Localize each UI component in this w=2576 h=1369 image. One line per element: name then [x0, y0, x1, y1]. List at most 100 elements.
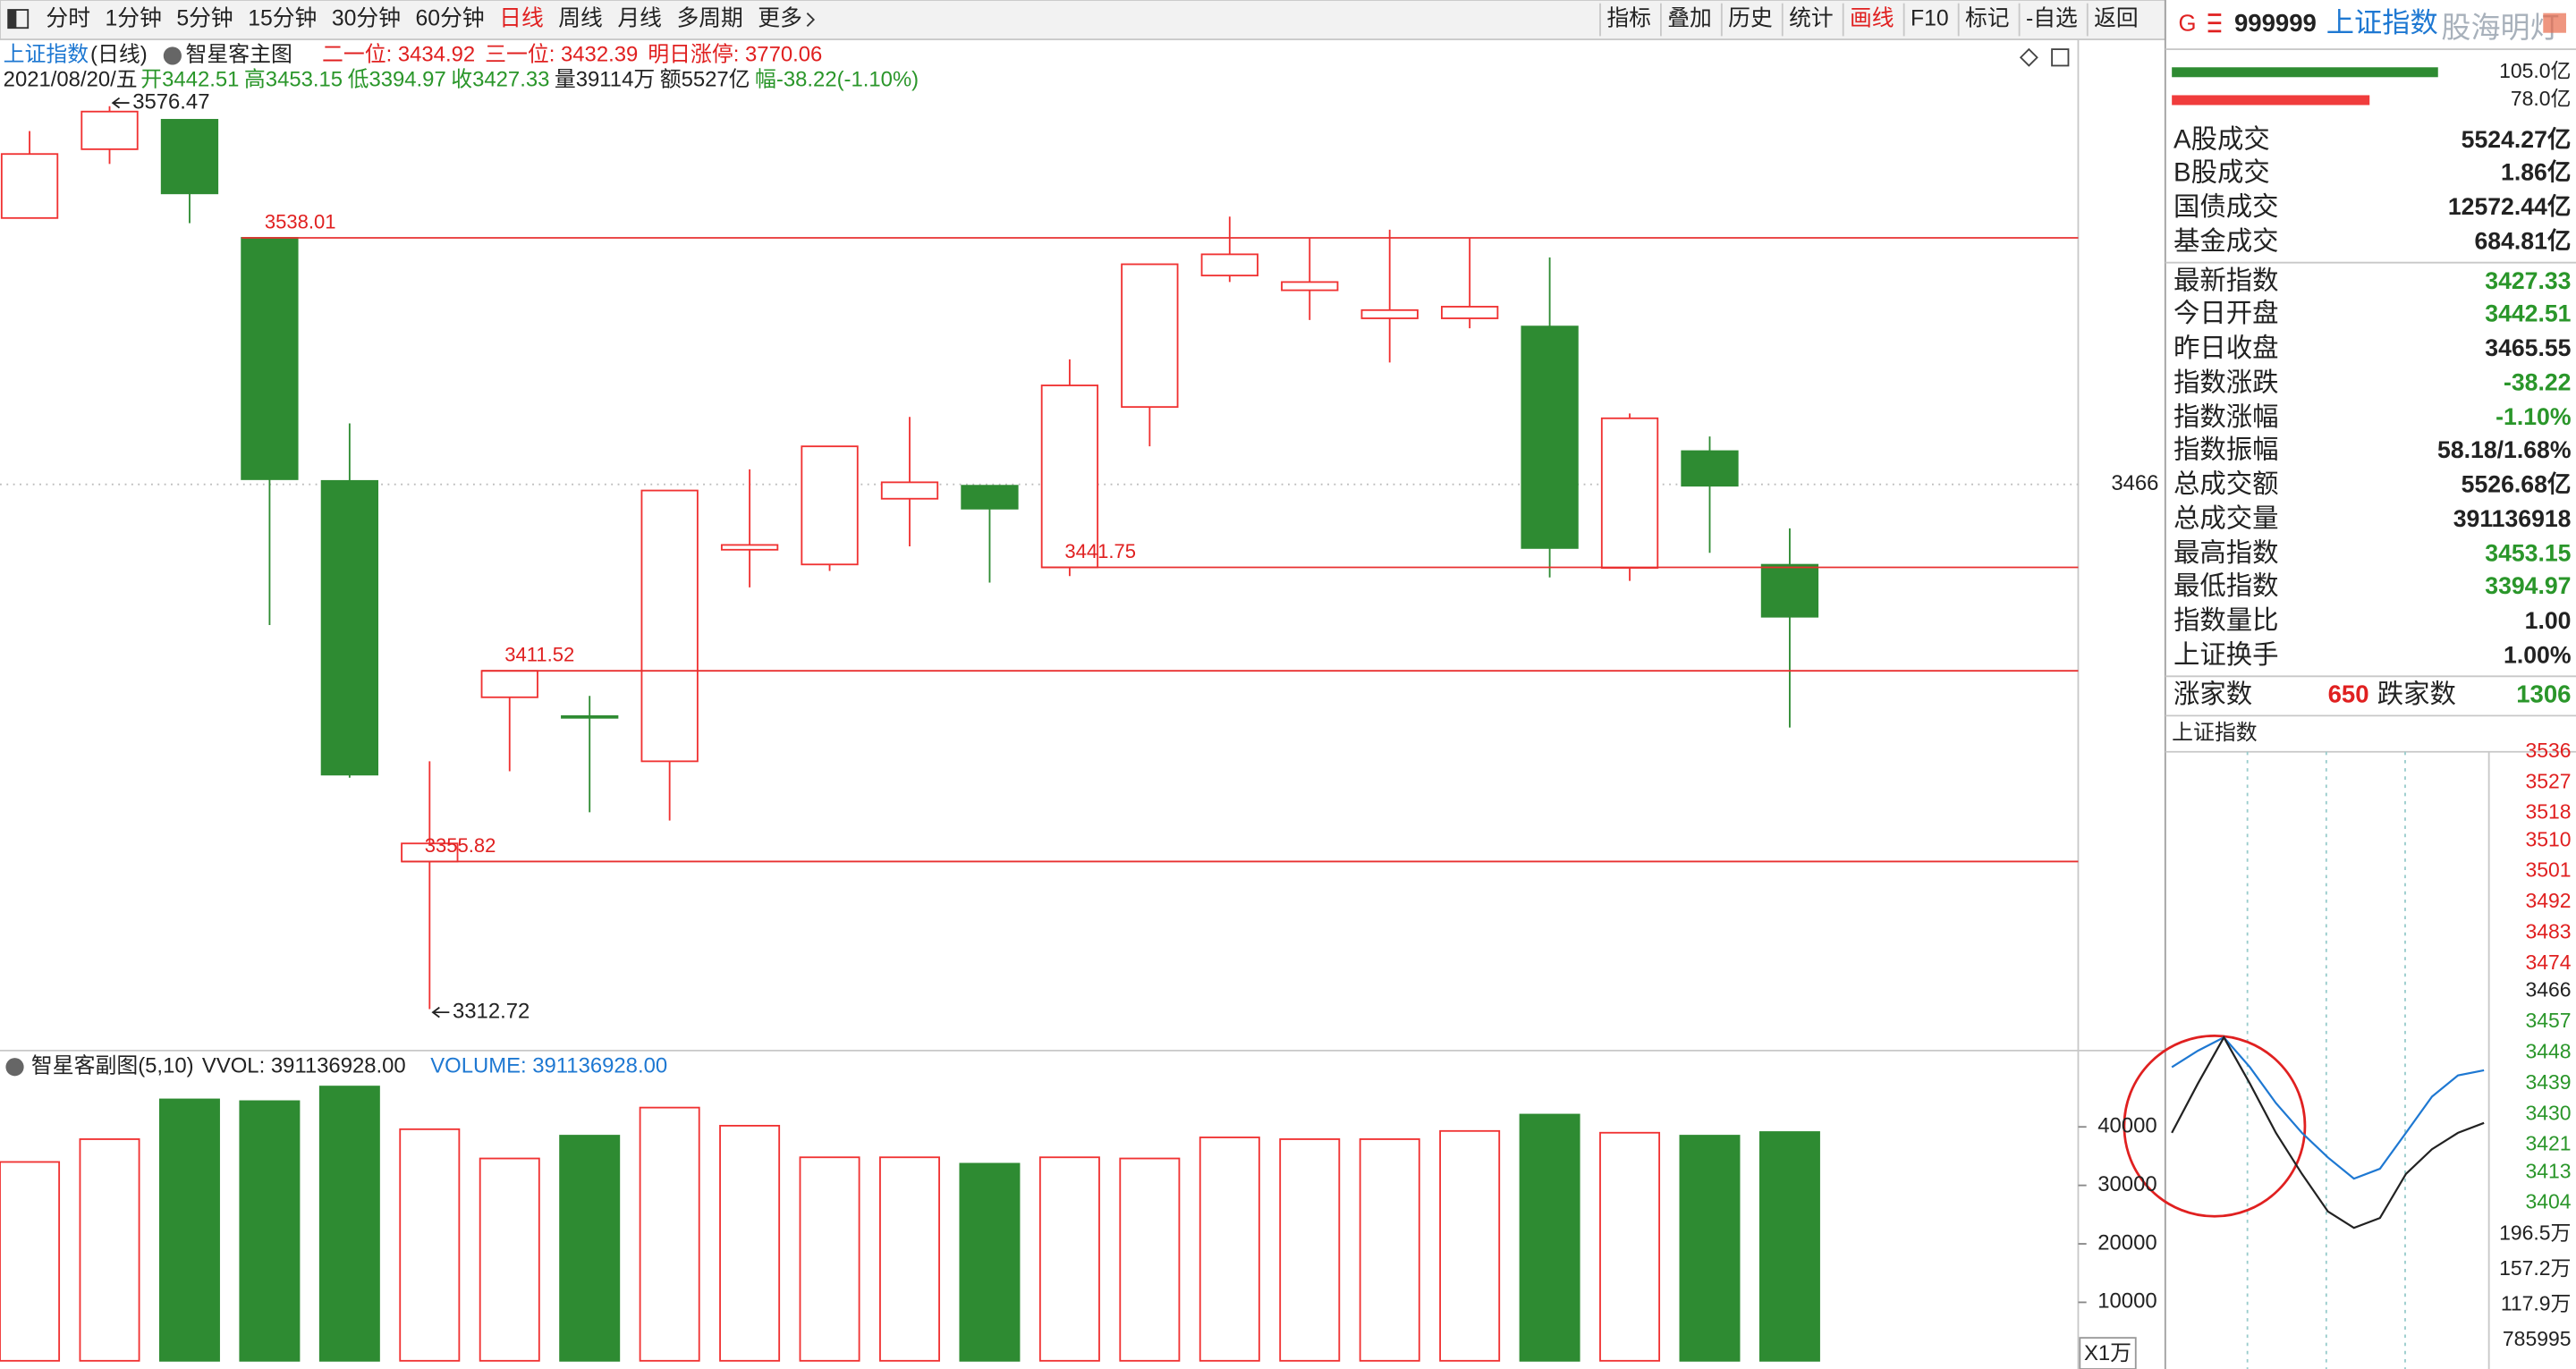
toolbar-button[interactable]: 统计: [1789, 6, 1834, 31]
stat-label: 指数振幅: [2174, 435, 2278, 465]
side-bar-label: 78.0亿: [2511, 87, 2572, 110]
y-tick-label: 3413: [2525, 1159, 2571, 1182]
stat-label: 指数量比: [2174, 606, 2278, 636]
toolbar-button[interactable]: 日线: [499, 6, 544, 31]
volume-readout: VOLUME: 391136928.00: [430, 1054, 667, 1078]
subchart-icon[interactable]: [5, 1058, 24, 1077]
toolbar-button[interactable]: 返回: [2094, 6, 2139, 31]
toolbar-icon-fill: [8, 10, 17, 29]
header-item: 开3442.51: [140, 67, 239, 91]
toolbar-button[interactable]: 30分钟: [332, 6, 401, 31]
square-icon[interactable]: [2051, 48, 2070, 67]
diamond-icon[interactable]: [2019, 47, 2038, 67]
toolbar-button[interactable]: 更多: [758, 6, 802, 31]
candle-body: [880, 481, 939, 500]
y-tick-label: 3457: [2525, 1009, 2571, 1032]
toolbar-button[interactable]: 多周期: [676, 6, 742, 31]
header-item: 收3427.33: [451, 67, 549, 91]
stat-value: 1.00%: [2504, 641, 2571, 668]
side-close-icon[interactable]: [2543, 13, 2566, 33]
side-code: 999999: [2234, 9, 2317, 37]
toolbar-button[interactable]: F10: [1911, 7, 1949, 31]
toolbar-button[interactable]: 60分钟: [416, 6, 485, 31]
volume-bar: [0, 1161, 61, 1362]
volume-bar: [239, 1100, 301, 1362]
volume-bar: [479, 1157, 540, 1362]
stat-value: 5526.68亿: [2462, 470, 2572, 497]
volume-bar: [318, 1086, 380, 1362]
mini-title: 上证指数: [2172, 721, 2258, 745]
template-icon[interactable]: [163, 46, 182, 65]
toolbar-button[interactable]: 5分钟: [176, 6, 233, 31]
stat-label: 指数涨幅: [2174, 402, 2278, 432]
volume-bar: [799, 1156, 860, 1362]
stat-label: 上证换手: [2174, 640, 2278, 670]
stat-value: 1.86亿: [2501, 159, 2571, 186]
toolbar-button[interactable]: 15分钟: [248, 6, 317, 31]
level-label: 3538.01: [265, 210, 336, 232]
toolbar-button[interactable]: 叠加: [1667, 6, 1712, 31]
y-tick-label: 3439: [2525, 1070, 2571, 1094]
breadth-up-label: 涨家数: [2174, 680, 2252, 709]
y-tick-label: 40000: [2097, 1114, 2157, 1138]
toolbar-button[interactable]: -自选: [2026, 6, 2078, 31]
header-item: 三一位: 3432.39: [485, 43, 638, 67]
side-bar: [2172, 67, 2438, 78]
level-label: 3411.52: [504, 644, 574, 666]
y2-tick-label: 157.2万: [2499, 1256, 2571, 1280]
y-tick-label: 3518: [2525, 800, 2571, 824]
stat-label: B股成交: [2174, 157, 2270, 187]
stat-value: 3394.97: [2485, 572, 2571, 599]
stat-label: 最新指数: [2174, 266, 2278, 296]
candle-body: [320, 479, 379, 776]
volume-bar: [79, 1138, 140, 1362]
stat-label: 总成交额: [2174, 469, 2278, 499]
header-item: 高3453.15: [244, 67, 343, 91]
y-tick-label: 3501: [2525, 858, 2571, 882]
header-item: 额5527亿: [660, 67, 750, 91]
toolbar-button[interactable]: 历史: [1728, 6, 1773, 31]
stat-label: 总成交量: [2174, 504, 2278, 534]
breadth-up: 650: [2328, 680, 2369, 708]
vvol: VVOL: 391136928.00: [202, 1054, 406, 1078]
volume-bar: [639, 1106, 700, 1362]
volume-bar: [959, 1162, 1021, 1362]
volume-bar: [399, 1128, 461, 1362]
stat-value: 3442.51: [2485, 300, 2571, 326]
toolbar-button[interactable]: 分时: [46, 6, 90, 31]
candle-body: [801, 445, 859, 566]
chevron: [806, 13, 816, 28]
header-item: 幅-38.22(-1.10%): [755, 67, 919, 91]
y-tick-label: 3536: [2525, 739, 2571, 762]
stat-value: 391136918: [2453, 505, 2572, 532]
toolbar-button[interactable]: 指标: [1606, 6, 1651, 31]
candle-body: [1121, 263, 1179, 409]
toolbar-button[interactable]: 标记: [1965, 6, 2010, 31]
volume-bar: [1679, 1135, 1741, 1362]
breadth-down: 1306: [2516, 680, 2571, 708]
period: (日线): [90, 43, 148, 67]
toolbar: [0, 0, 2166, 40]
volume-bar: [1599, 1131, 1661, 1362]
toolbar-button[interactable]: 画线: [1850, 6, 1894, 31]
mini-line: [2171, 1035, 2485, 1230]
volume-bar: [158, 1098, 220, 1362]
volume-bar: [1119, 1157, 1181, 1362]
stat-label: 最高指数: [2174, 538, 2278, 568]
side-prefix: G: [2179, 11, 2197, 36]
y2-tick-label: 117.9万: [2501, 1291, 2572, 1314]
candle-body: [480, 670, 538, 698]
header-item: 低3394.97: [348, 67, 446, 91]
stat-value: 58.18/1.68%: [2437, 436, 2571, 463]
stat-label: 国债成交: [2174, 192, 2278, 222]
watermark: 股海明灯: [2441, 12, 2559, 45]
toolbar-button[interactable]: 月线: [617, 6, 662, 31]
candle-body: [640, 489, 699, 763]
toolbar-button[interactable]: 周线: [558, 6, 603, 31]
toolbar-button[interactable]: 1分钟: [106, 6, 162, 31]
side-bar: [2172, 95, 2370, 106]
y-tick-label: 3492: [2525, 889, 2571, 912]
stat-value: 684.81亿: [2474, 228, 2571, 255]
volume-bar: [1038, 1156, 1100, 1362]
